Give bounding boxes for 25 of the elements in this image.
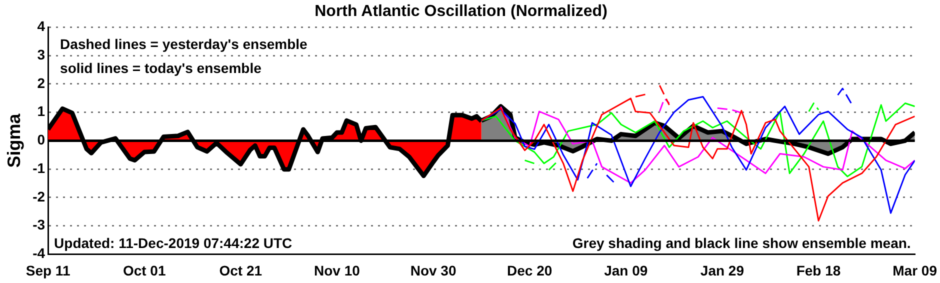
annotation: solid lines = today's ensemble [60,60,262,76]
x-tick-label: Dec 20 [507,262,552,278]
x-tick-label: Feb 18 [796,262,841,278]
x-tick-label: Nov 30 [410,262,456,278]
annotation: Updated: 11-Dec-2019 07:44:22 UTC [54,235,292,252]
x-tick-label: Nov 10 [314,262,360,278]
x-tick-label: Oct 01 [122,262,166,278]
y-tick-label: 2 [37,74,46,91]
y-tick-label: 1 [37,103,46,120]
chart-title: North Atlantic Oscillation (Normalized) [314,3,608,20]
y-tick-label: 4 [37,18,46,34]
x-tick-label: Oct 21 [219,262,262,278]
y-axis-title: Sigma [4,112,24,168]
y-tick-label: -4 [32,245,46,262]
x-tick-label: Jan 29 [700,262,744,278]
y-tick-label: -2 [32,188,46,204]
y-tick-label: 0 [37,132,46,148]
x-tick-label: Jan 09 [604,262,648,278]
y-tick-label: 3 [37,46,46,62]
y-tick-label: -3 [32,216,46,233]
x-tick-label: Sep 11 [26,262,70,278]
y-tick-label: -1 [32,160,46,176]
annotation: Grey shading and black line show ensemble mean. [572,235,911,252]
annotation: Dashed lines = yesterday's ensemble [60,36,308,52]
x-tick-label: Mar 09 [892,262,938,278]
